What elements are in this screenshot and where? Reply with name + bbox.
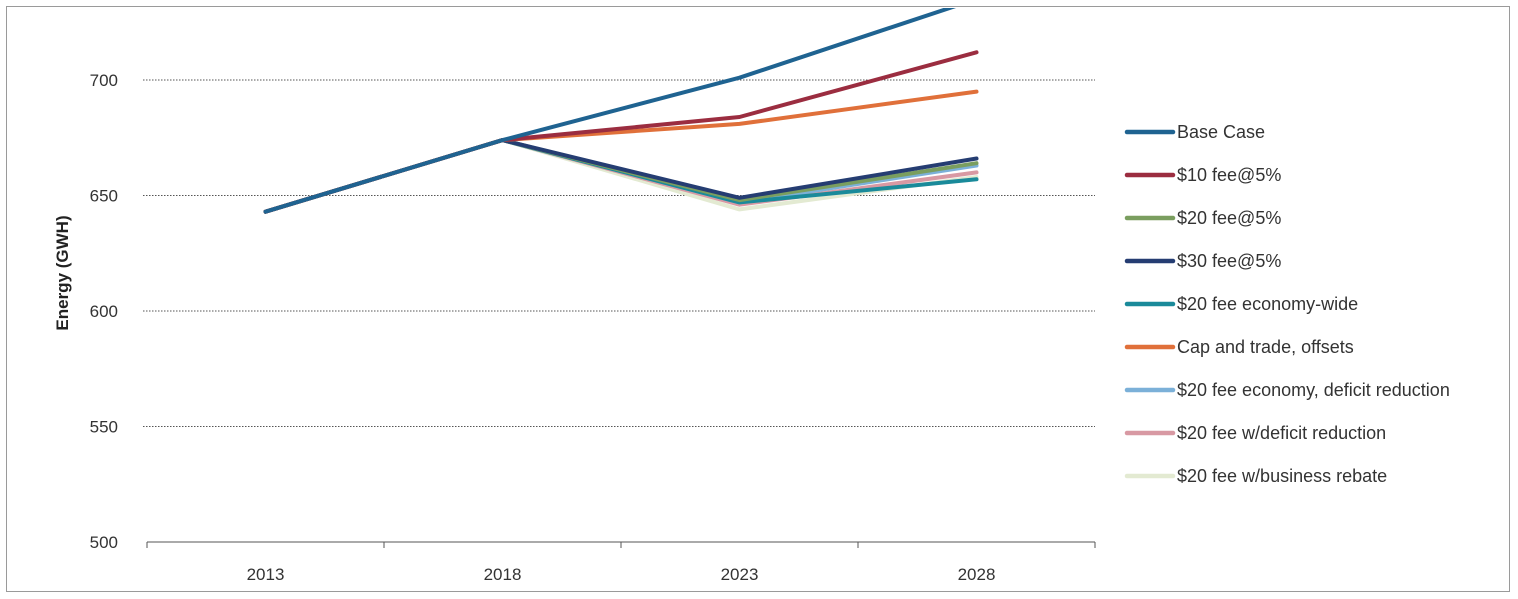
y-tick-label: 550 [90, 418, 118, 437]
y-axis-label: Energy (GWH) [53, 215, 72, 330]
legend-label: Cap and trade, offsets [1177, 337, 1354, 357]
legend-item: $20 fee w/deficit reduction [1127, 423, 1386, 443]
legend-item: $20 fee economy-wide [1127, 294, 1358, 314]
x-tick-label: 2023 [721, 565, 759, 584]
y-tick-label: 650 [90, 187, 118, 206]
series-lines [266, 0, 977, 212]
y-tick-label: 600 [90, 302, 118, 321]
legend-item: $30 fee@5% [1127, 251, 1281, 271]
legend: Base Case $10 fee@5% $20 fee@5% $30 fee@5% $… [1127, 122, 1450, 486]
legend-label: $10 fee@5% [1177, 165, 1281, 185]
legend-label: $20 fee w/deficit reduction [1177, 423, 1386, 443]
legend-item: Cap and trade, offsets [1127, 337, 1354, 357]
y-tick-label: 700 [90, 71, 118, 90]
legend-label: $30 fee@5% [1177, 251, 1281, 271]
y-tick-label: 500 [90, 533, 118, 552]
x-tick-label: 2018 [484, 565, 522, 584]
legend-item: $20 fee@5% [1127, 208, 1281, 228]
legend-item: $10 fee@5% [1127, 165, 1281, 185]
legend-label: Base Case [1177, 122, 1265, 142]
legend-label: $20 fee w/business rebate [1177, 466, 1387, 486]
legend-item: $20 fee economy, deficit reduction [1127, 380, 1450, 400]
legend-item: $20 fee w/business rebate [1127, 466, 1387, 486]
x-tick-label: 2013 [247, 565, 285, 584]
legend-label: $20 fee economy-wide [1177, 294, 1358, 314]
legend-label: $20 fee economy, deficit reduction [1177, 380, 1450, 400]
legend-item: Base Case [1127, 122, 1265, 142]
y-axis-tick-labels: 500 550 600 650 700 [90, 71, 118, 552]
legend-label: $20 fee@5% [1177, 208, 1281, 228]
x-axis: 2013 2018 2023 2028 [147, 542, 1095, 584]
x-tick-label: 2028 [958, 565, 996, 584]
